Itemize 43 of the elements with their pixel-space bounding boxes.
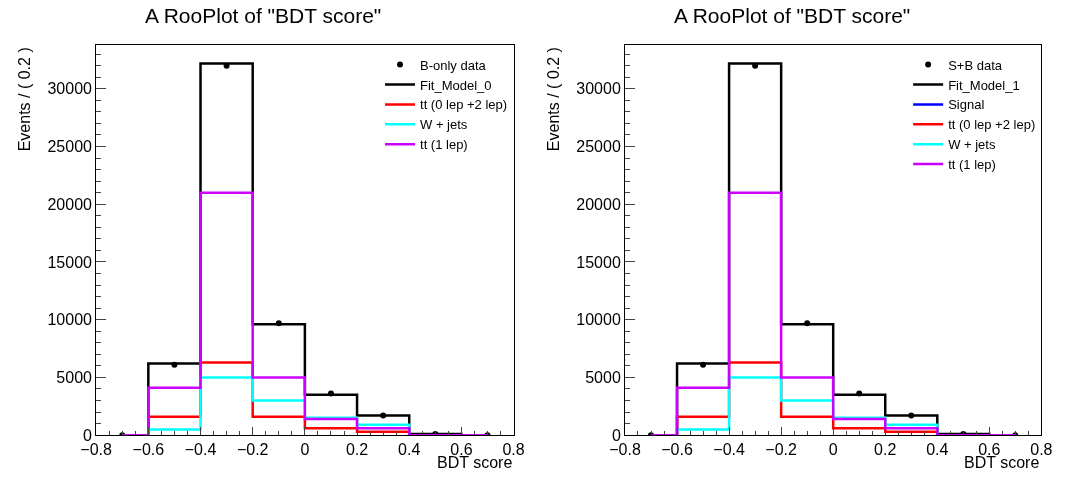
x-tick-label: 0.2 — [874, 441, 897, 459]
legend-label: tt (0 lep +2 lep) — [948, 117, 1036, 133]
legend-label: W + jets — [948, 137, 996, 153]
x-tick-label: 0.4 — [926, 441, 949, 459]
x-tick-label: −0.8 — [80, 441, 113, 459]
y-tick-label: 15000 — [576, 253, 621, 271]
x-tick-label: −0.6 — [661, 441, 693, 459]
x-tick-label: 0 — [300, 441, 310, 459]
y-axis-title: Events / ( 0.2 ) — [16, 47, 34, 152]
y-tick-label: 15000 — [47, 253, 93, 271]
y-tick-label: 0 — [611, 426, 621, 444]
y-tick-label: 5000 — [56, 369, 93, 387]
y-tick-label: 25000 — [47, 138, 93, 156]
x-tick-label: −0.4 — [184, 441, 217, 459]
x-tick-label: 0.2 — [345, 441, 369, 459]
y-tick-label: 25000 — [576, 138, 621, 156]
legend-label: tt (1 lep) — [420, 137, 468, 153]
x-tick-label: −0.6 — [132, 441, 165, 459]
y-tick-label: 20000 — [47, 195, 93, 213]
y-tick-label: 10000 — [576, 311, 621, 329]
x-tick-label: −0.2 — [236, 441, 269, 459]
legend-label: Fit_Model_0 — [420, 77, 492, 93]
legend-label: Fit_Model_1 — [948, 77, 1020, 93]
x-tick-label: 0.4 — [398, 441, 421, 459]
y-tick-label: 30000 — [47, 80, 93, 98]
legend-label: B-only data — [420, 57, 487, 73]
x-tick-label: 0 — [828, 441, 838, 459]
chart-title: A RooPlot of "BDT score" — [145, 4, 382, 27]
legend-label: tt (0 lep +2 lep) — [420, 97, 508, 113]
chart-title: A RooPlot of "BDT score" — [674, 4, 911, 27]
y-tick-label: 20000 — [576, 195, 621, 213]
legend-label: S+B data — [948, 57, 1003, 73]
legend-label: W + jets — [420, 117, 468, 133]
legend-label: tt (1 lep) — [948, 157, 996, 173]
legend-label: Signal — [948, 97, 985, 113]
y-tick-label: 0 — [83, 426, 93, 444]
x-tick-label: −0.4 — [713, 441, 745, 459]
x-tick-label: −0.2 — [765, 441, 798, 459]
y-tick-label: 10000 — [47, 311, 93, 329]
y-tick-label: 5000 — [585, 369, 621, 387]
x-tick-label: −0.8 — [609, 441, 641, 459]
y-tick-label: 30000 — [576, 80, 621, 98]
y-axis-title: Events / ( 0.2 ) — [545, 47, 563, 152]
